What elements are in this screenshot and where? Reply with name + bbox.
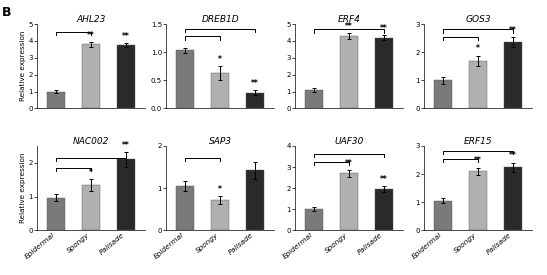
Bar — [504, 167, 522, 230]
Title: AHL23: AHL23 — [77, 15, 106, 24]
Bar — [305, 209, 323, 230]
Title: GOS3: GOS3 — [465, 15, 491, 24]
Bar — [375, 38, 393, 108]
Text: *: * — [89, 167, 93, 177]
Bar — [340, 36, 358, 108]
Bar — [305, 90, 323, 108]
Title: DREB1D: DREB1D — [201, 15, 239, 24]
Text: **: ** — [380, 24, 388, 33]
Title: UAF30: UAF30 — [334, 137, 364, 146]
Title: NAC002: NAC002 — [73, 137, 109, 146]
Y-axis label: Relative expression: Relative expression — [20, 31, 26, 101]
Text: **: ** — [345, 22, 353, 31]
Bar — [340, 173, 358, 230]
Bar — [246, 93, 264, 108]
Bar — [47, 197, 65, 230]
Text: **: ** — [509, 26, 517, 35]
Text: **: ** — [122, 141, 130, 150]
Title: ERF15: ERF15 — [464, 137, 492, 146]
Bar — [504, 42, 522, 108]
Bar — [211, 73, 229, 108]
Text: **: ** — [380, 175, 388, 184]
Bar — [47, 92, 65, 108]
Bar — [469, 60, 487, 108]
Text: B: B — [2, 6, 11, 18]
Text: **: ** — [87, 31, 95, 40]
Y-axis label: Relative expression: Relative expression — [20, 153, 26, 223]
Bar — [176, 186, 194, 230]
Text: **: ** — [251, 79, 259, 88]
Text: **: ** — [509, 152, 517, 160]
Text: *: * — [218, 54, 222, 64]
Bar — [176, 51, 194, 108]
Text: **: ** — [474, 156, 482, 166]
Bar — [434, 80, 452, 108]
Bar — [82, 185, 100, 230]
Title: ERF4: ERF4 — [337, 15, 360, 24]
Text: *: * — [218, 185, 222, 194]
Title: SAP3: SAP3 — [208, 137, 231, 146]
Text: *: * — [476, 45, 480, 53]
Bar — [117, 160, 135, 230]
Bar — [246, 170, 264, 230]
Bar — [117, 45, 135, 108]
Bar — [375, 189, 393, 230]
Text: **: ** — [345, 159, 353, 168]
Bar — [82, 44, 100, 108]
Text: **: ** — [122, 32, 130, 41]
Bar — [434, 201, 452, 230]
Bar — [211, 200, 229, 230]
Bar — [469, 171, 487, 230]
